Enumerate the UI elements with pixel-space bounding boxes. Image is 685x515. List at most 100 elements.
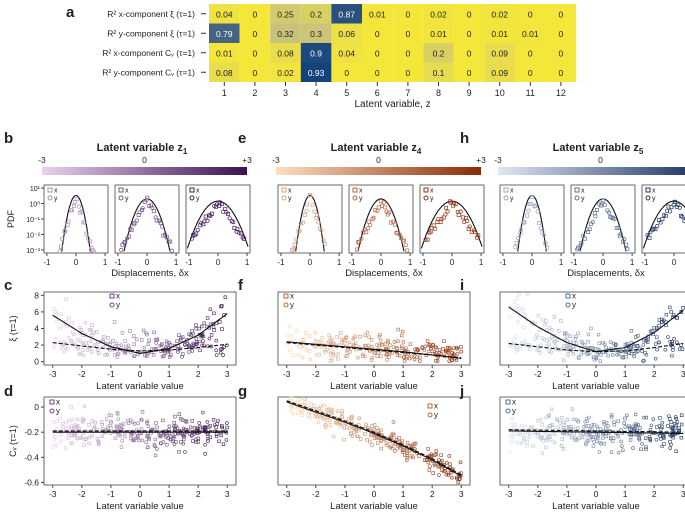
heatmap-cell-value: 0.02 <box>430 9 447 19</box>
pdf-marker-x <box>453 202 458 207</box>
cv-marker-y <box>400 450 405 454</box>
cv-fit-line <box>286 400 462 476</box>
cv-marker-x <box>345 425 349 429</box>
heatmap-cell-value: 0.32 <box>277 29 294 39</box>
xi-marker-x <box>566 349 571 353</box>
xi-marker-y <box>663 347 668 352</box>
cv-marker-x <box>539 436 544 440</box>
cv-marker-x <box>215 422 219 426</box>
pdf-gaussian-line <box>642 200 685 249</box>
cv-marker-x <box>66 433 71 437</box>
heatmap-cell <box>300 23 332 43</box>
colorbar-min: -3 <box>38 155 46 165</box>
heatmap-cell-value: 0 <box>467 29 472 39</box>
xi-marker-y <box>571 351 576 356</box>
cv-marker-x <box>87 422 91 427</box>
xi-marker-y <box>420 345 424 349</box>
cv-xtick-label: 3 <box>681 489 685 499</box>
heatmap-cell-value: 0.3 <box>310 29 322 39</box>
pdf-marker-x <box>383 205 388 210</box>
cv-marker-y <box>368 439 372 444</box>
xi-marker-y <box>218 350 223 355</box>
cv-marker-x <box>126 419 130 423</box>
xi-marker-y <box>672 336 676 341</box>
cv-marker-x <box>115 424 119 429</box>
cv-marker-x <box>296 411 300 415</box>
xi-marker-x <box>115 355 120 359</box>
pdf-legend-x-label: x <box>581 188 585 195</box>
cv-scatter-subplot: 0 -0.2 -0.4 -0.6 Cᵥ (τ=1) -3 -2 -1 0 1 2 3 Latent va… <box>8 396 237 512</box>
pdf-marker-y <box>134 218 139 223</box>
pdf-marker-y <box>513 245 518 250</box>
cv-marker-y <box>621 448 625 453</box>
xi-xtick-label: 2 <box>430 369 435 379</box>
cv-marker-x <box>427 468 432 472</box>
pdf-marker-y <box>458 209 463 214</box>
xi-marker-x <box>579 347 583 351</box>
cv-legend-x-marker <box>427 403 433 409</box>
xi-marker-y <box>201 339 205 343</box>
xi-marker-x <box>219 304 223 309</box>
xi-marker-y <box>428 344 433 349</box>
pdf-xtick-label: -1 <box>185 258 193 267</box>
cv-marker-x <box>139 427 144 431</box>
cv-marker-x <box>562 420 566 425</box>
cv-marker-x <box>529 425 534 430</box>
xi-marker-y <box>89 327 94 332</box>
cv-legend-y-label: y <box>434 411 438 420</box>
cv-marker-y <box>548 423 553 428</box>
pdf-marker-x <box>314 213 319 218</box>
xi-marker-y <box>632 344 636 349</box>
cv-marker-x <box>146 445 150 449</box>
cv-marker-x <box>147 437 152 441</box>
cv-marker-x <box>119 445 124 449</box>
xi-marker-y <box>345 342 349 346</box>
heatmap-cell-value: 0.08 <box>277 48 294 58</box>
cv-marker-y <box>75 417 80 422</box>
cv-marker-y <box>225 421 229 425</box>
xi-marker-y <box>513 341 518 346</box>
cv-marker-x <box>191 439 195 443</box>
panel-label: c <box>4 277 12 294</box>
xi-marker-y <box>517 346 522 351</box>
cv-marker-x <box>426 447 430 451</box>
cv-marker-x <box>668 417 672 421</box>
cv-marker-y <box>555 417 559 421</box>
group-title-subscript: 5 <box>639 147 644 156</box>
xi-marker-x <box>328 359 333 363</box>
xi-marker-x <box>557 329 561 333</box>
cv-marker-y <box>595 424 600 429</box>
cv-marker-x <box>405 453 409 458</box>
cv-marker-y <box>667 414 671 418</box>
xi-marker-x <box>59 312 63 316</box>
cv-marker-y <box>140 438 145 443</box>
cv-marker-x <box>177 450 181 454</box>
pdf-legend-x-label: x <box>652 188 656 195</box>
cv-marker-y <box>306 413 310 418</box>
group-title-text: Latent variable z <box>97 142 184 154</box>
xi-marker-y <box>126 343 131 348</box>
colorbar <box>42 167 247 175</box>
xi-marker-x <box>395 353 400 357</box>
cv-marker-y <box>308 415 312 420</box>
xi-marker-y <box>322 350 327 354</box>
cv-marker-x <box>616 419 620 423</box>
cv-marker-x <box>293 406 297 410</box>
pdf-marker-x <box>59 244 63 249</box>
xi-marker-y <box>409 354 414 359</box>
xi-marker-y <box>313 330 318 335</box>
xi-marker-x <box>572 341 576 345</box>
xi-legend-y-label: y <box>290 301 294 310</box>
cv-marker-y <box>174 440 178 444</box>
pdf-marker-x <box>514 240 519 245</box>
xi-marker-y <box>666 335 670 339</box>
xi-marker-y <box>655 347 659 352</box>
pdf-ytick-label: 10⁻² <box>26 232 40 239</box>
heatmap-cell <box>484 62 515 82</box>
pdf-legend-y-marker <box>47 195 53 201</box>
cv-marker-y <box>508 432 513 437</box>
xi-marker-y <box>401 340 406 344</box>
pdf-legend-y-marker <box>281 195 287 201</box>
xi-xtick-label: -2 <box>534 369 542 379</box>
cv-marker-y <box>172 434 177 439</box>
